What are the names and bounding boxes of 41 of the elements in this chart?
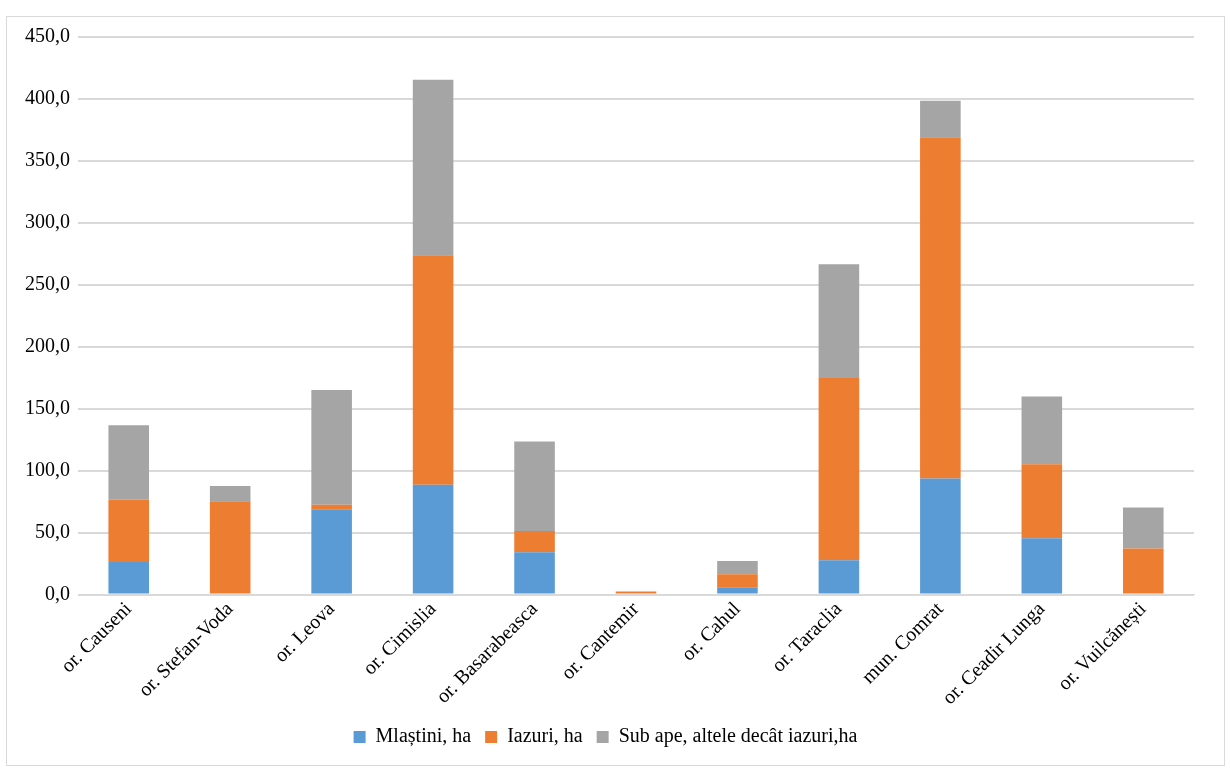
bar (311, 509, 352, 594)
bar (920, 137, 961, 479)
y-tick-label: 300,0 (25, 210, 70, 233)
bar (717, 574, 758, 588)
bar (1122, 507, 1164, 549)
bar (1021, 396, 1063, 465)
y-tick-label: 400,0 (25, 86, 70, 109)
bar (818, 560, 860, 594)
bar (920, 478, 961, 594)
bar (412, 484, 454, 594)
y-tick-label: 450,0 (25, 24, 70, 47)
y-tick-label: 150,0 (25, 395, 70, 418)
y-tick-label: 100,0 (25, 457, 70, 480)
bar (514, 552, 555, 594)
bar (108, 561, 150, 594)
bar (412, 255, 454, 485)
bar (1021, 464, 1063, 539)
legend-label: Mlaștini, ha (375, 724, 472, 748)
legend-label: Iazuri, ha (507, 724, 583, 747)
bar (108, 499, 150, 562)
bar (1122, 548, 1164, 594)
bar (209, 501, 251, 594)
y-tick-label: 0,0 (45, 581, 70, 604)
bar (717, 587, 758, 594)
bar (514, 441, 555, 532)
bar (412, 79, 454, 256)
bar (1021, 538, 1063, 594)
legend-label: Sub ape, altele decât iazuri,ha (618, 724, 858, 748)
bar (615, 591, 657, 594)
bar (514, 531, 555, 553)
bar (818, 264, 860, 378)
y-tick-label: 200,0 (25, 334, 70, 357)
bar (311, 389, 352, 505)
bar (717, 561, 758, 575)
y-tick-label: 50,0 (35, 519, 70, 542)
bar (108, 425, 150, 500)
bar (920, 100, 961, 138)
bar (818, 377, 860, 561)
bar (209, 485, 251, 502)
y-tick-label: 350,0 (25, 148, 70, 171)
y-tick-label: 250,0 (25, 272, 70, 295)
